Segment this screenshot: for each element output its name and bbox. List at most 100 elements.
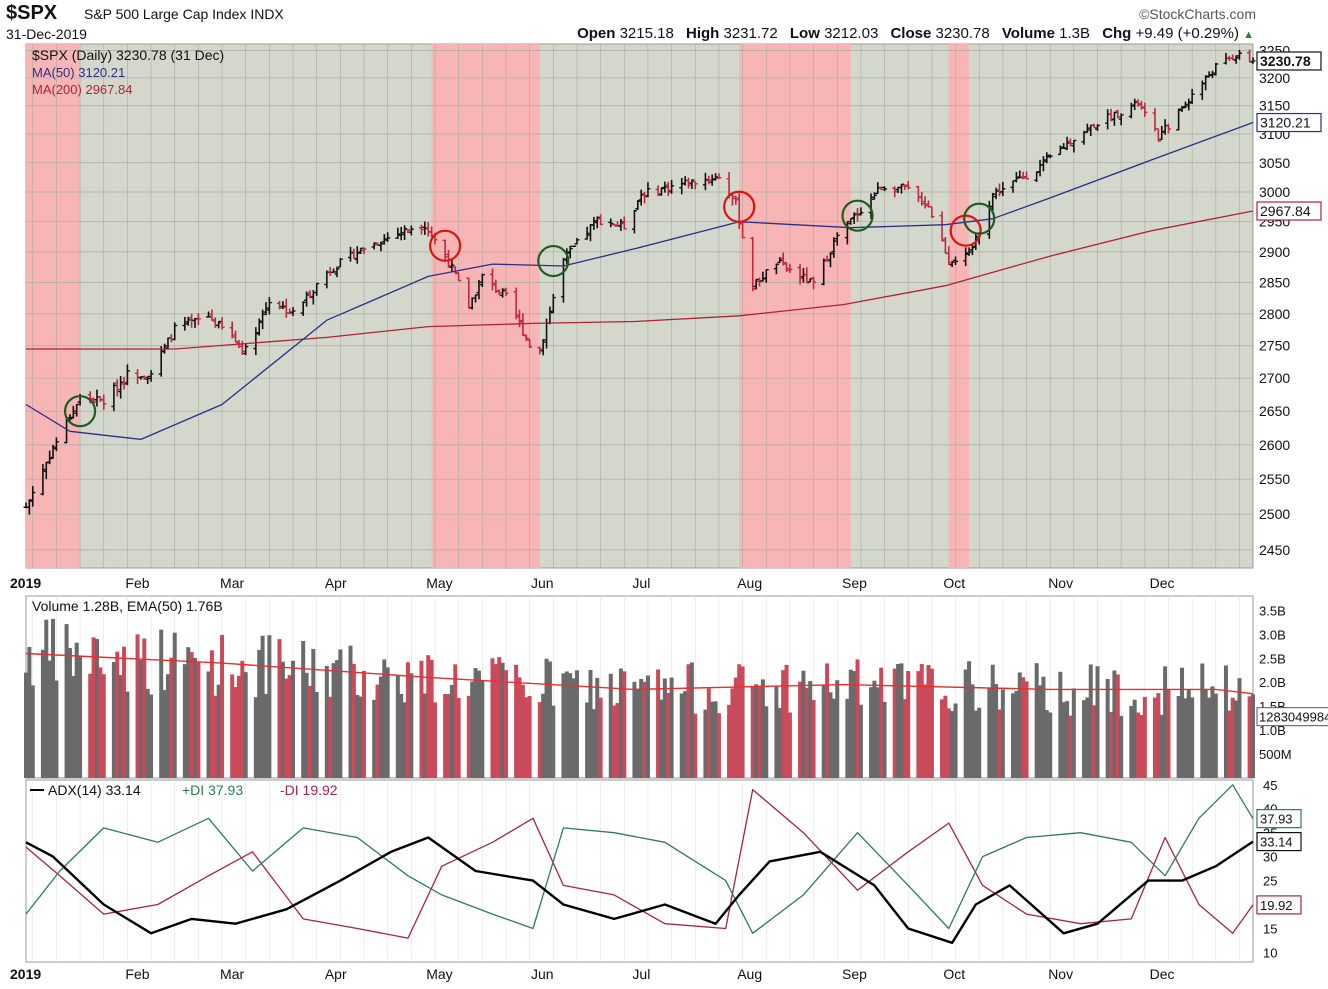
- volume-bar: [111, 662, 116, 778]
- volume-bar: [669, 677, 674, 778]
- volume-bar: [338, 649, 343, 778]
- price-legend-spx: $SPX (Daily) 3230.78 (31 Dec): [32, 47, 224, 63]
- volume-bar: [568, 673, 573, 778]
- volume-bar: [899, 663, 904, 778]
- volume-bar: [777, 708, 782, 778]
- volume-bar: [51, 618, 56, 778]
- volume-bar: [47, 660, 52, 778]
- volume-bar: [284, 678, 289, 778]
- volume-bar: [916, 671, 921, 778]
- volume-bar: [449, 684, 454, 778]
- volume-bar: [1251, 694, 1255, 778]
- x-label-2019: 2019: [10, 575, 41, 591]
- price-tick-label: 3000: [1259, 184, 1290, 200]
- volume-bar: [402, 702, 407, 778]
- volume-bar: [659, 699, 664, 778]
- minus-di-tag: 19.92: [1260, 898, 1293, 913]
- volume-bar: [527, 696, 532, 778]
- adx-legend: ADX(14) 33.14: [48, 782, 141, 798]
- volume-bar: [740, 666, 745, 778]
- volume-bar: [358, 696, 363, 778]
- volume-bar: [216, 684, 221, 778]
- volume-bar: [787, 712, 792, 778]
- adx-tick-label: 45: [1263, 778, 1277, 793]
- volume-bar: [716, 713, 721, 778]
- green-signal-circle: [63, 395, 97, 428]
- volume-bar: [30, 685, 35, 778]
- volume-bar: [940, 699, 945, 778]
- high-value: 3231.72: [723, 25, 778, 42]
- adx-tick-label: 30: [1263, 850, 1277, 865]
- volume-bar: [686, 664, 691, 778]
- volume-bar: [798, 681, 803, 778]
- volume-bar: [1044, 710, 1049, 778]
- ma50-tag: 3120.21: [1260, 115, 1311, 131]
- volume-bar: [314, 691, 319, 778]
- volume-bar: [1156, 693, 1161, 778]
- volume-bar: [40, 649, 45, 778]
- volume-bar: [165, 674, 170, 778]
- volume-bar: [821, 684, 826, 778]
- adx-x-label-apr: Apr: [325, 966, 347, 982]
- volume-bar: [169, 657, 174, 778]
- volume-bar: [855, 659, 860, 778]
- volume-bar: [642, 681, 647, 778]
- volume-bar: [1142, 696, 1147, 778]
- volume-bar: [433, 702, 437, 778]
- volume-bar: [1017, 672, 1022, 778]
- volume-bar: [67, 648, 72, 778]
- volume-bar: [419, 660, 424, 778]
- volume-bar: [1038, 685, 1043, 778]
- volume-bar: [409, 673, 414, 778]
- volume-bar: [618, 668, 623, 778]
- plus-di-legend: +DI 37.93: [182, 782, 243, 798]
- volume-bar: [551, 705, 556, 778]
- volume-bar: [287, 675, 292, 778]
- volume-bar: [781, 670, 786, 778]
- volume-tick-label: 500M: [1259, 747, 1292, 762]
- volume-bar: [1227, 710, 1232, 778]
- volume-bar: [997, 709, 1002, 778]
- volume-bar: [764, 706, 769, 778]
- adx-x-label-oct: Oct: [943, 966, 965, 982]
- volume-bar: [1176, 696, 1181, 778]
- volume-bar: [490, 658, 495, 778]
- volume-bar: [291, 660, 296, 778]
- volume-bar: [1085, 697, 1090, 778]
- volume-bar: [1183, 698, 1188, 778]
- volume-bar: [835, 680, 840, 778]
- volume-bar: [115, 651, 120, 778]
- volume-bar: [1234, 700, 1239, 778]
- adx-tick-label: 25: [1263, 874, 1277, 889]
- volume-bar: [162, 690, 167, 778]
- volume-bar: [571, 678, 576, 778]
- volume-bar: [503, 670, 508, 778]
- adx-x-label-mar: Mar: [220, 966, 244, 982]
- volume-bar: [541, 693, 546, 778]
- volume-bar: [896, 664, 901, 778]
- volume-bar: [101, 674, 106, 778]
- volume-bar: [943, 695, 948, 778]
- up-triangle-icon: ▲: [1243, 29, 1254, 41]
- volume-bar: [564, 671, 569, 778]
- volume-bar: [926, 665, 931, 778]
- adx-tag: 33.14: [1260, 835, 1293, 850]
- price-tick-label: 3150: [1259, 98, 1290, 114]
- volume-bar: [230, 674, 235, 778]
- ohlc-readout: Open 3215.18 High 3231.72 Low 3212.03 Cl…: [577, 25, 1254, 42]
- volume-bar: [1112, 670, 1117, 778]
- volume-bar: [923, 684, 928, 778]
- price-legend-ma50: MA(50) 3120.21: [32, 65, 125, 80]
- price-tick-label: 2850: [1259, 275, 1290, 291]
- correction-band: [948, 44, 970, 568]
- ma50-tag-box: [1256, 112, 1322, 133]
- volume-bar: [710, 701, 715, 778]
- volume-bar: [240, 660, 245, 778]
- volume-bar: [656, 669, 661, 778]
- volume-bar: [683, 691, 688, 778]
- volume-bar: [64, 624, 69, 778]
- volume-bar: [1061, 702, 1066, 778]
- volume-bar: [831, 698, 836, 778]
- volume-bar: [118, 675, 123, 778]
- volume-bar: [172, 632, 177, 778]
